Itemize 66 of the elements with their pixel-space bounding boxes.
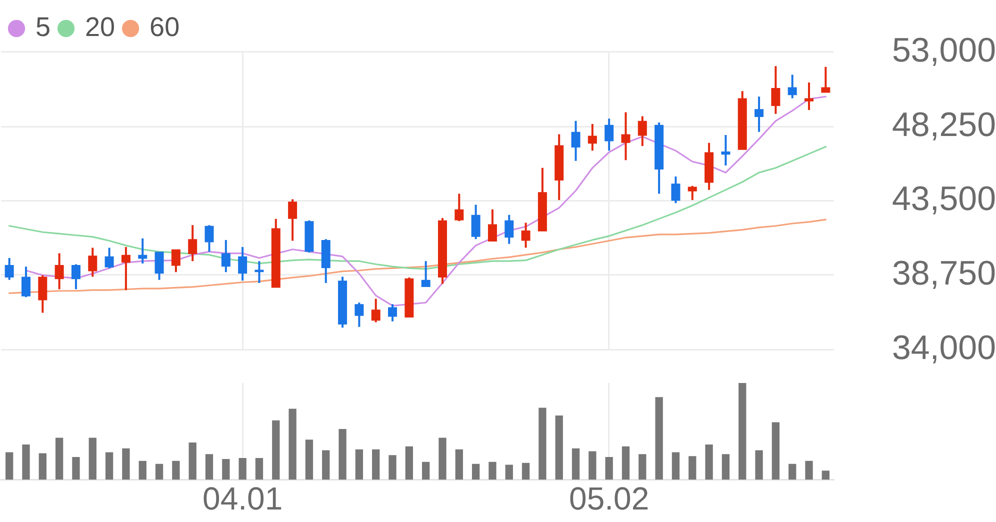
y-tick-label: 34,000 (892, 328, 996, 367)
y-tick-label: 48,250 (892, 106, 996, 144)
legend-label: 60 (150, 12, 180, 42)
bar (538, 408, 546, 480)
bar (455, 449, 463, 480)
legend-label: 20 (85, 12, 116, 42)
x-tick-label: 04.01 (202, 480, 283, 517)
bar (638, 454, 646, 480)
bar (738, 383, 746, 480)
bar (322, 450, 330, 480)
candlestick (721, 135, 730, 166)
bar (138, 460, 146, 480)
candlestick (621, 112, 630, 160)
bar (55, 438, 64, 480)
x-tick-label: 05.02 (569, 480, 650, 517)
bar (605, 457, 613, 480)
bar (188, 442, 196, 480)
bar (255, 458, 264, 480)
bar (755, 450, 763, 480)
bar (588, 451, 596, 480)
bar (722, 454, 730, 480)
bar (405, 446, 413, 480)
bar (305, 440, 314, 480)
candlestick (138, 238, 148, 264)
legend-label: 5 (36, 12, 51, 42)
bar (788, 464, 796, 480)
bar (655, 397, 663, 480)
candlestick (754, 96, 764, 132)
bar (572, 448, 580, 480)
bar (88, 438, 96, 480)
bar (772, 422, 780, 480)
y-tick-label: 38,750 (892, 254, 996, 293)
bar (822, 470, 830, 480)
y-tick-label: 43,500 (892, 180, 996, 218)
bar (355, 449, 364, 480)
bar (172, 460, 180, 480)
bar (505, 464, 513, 480)
bar (22, 444, 30, 480)
bar (705, 444, 713, 480)
bar (555, 416, 563, 480)
bar (338, 429, 346, 480)
bar (522, 462, 530, 480)
bar (222, 458, 230, 480)
candlestick (804, 82, 814, 110)
bar (6, 452, 14, 480)
bar (688, 456, 696, 480)
y-tick-label: 53,000 (892, 31, 996, 70)
bar (205, 454, 214, 480)
bar (388, 455, 396, 480)
bar (805, 460, 813, 480)
bar (422, 462, 430, 480)
bar (238, 458, 246, 480)
bar (288, 408, 296, 480)
bar (438, 438, 446, 480)
bar (622, 446, 630, 480)
candlestick (254, 261, 264, 284)
bar (105, 452, 114, 480)
bar (372, 449, 380, 480)
bar (38, 453, 46, 480)
bar (272, 420, 280, 480)
bar (155, 464, 164, 480)
bar (488, 462, 496, 480)
bar (472, 464, 480, 480)
bar (122, 448, 130, 480)
bar (72, 457, 80, 480)
bar (672, 452, 680, 480)
